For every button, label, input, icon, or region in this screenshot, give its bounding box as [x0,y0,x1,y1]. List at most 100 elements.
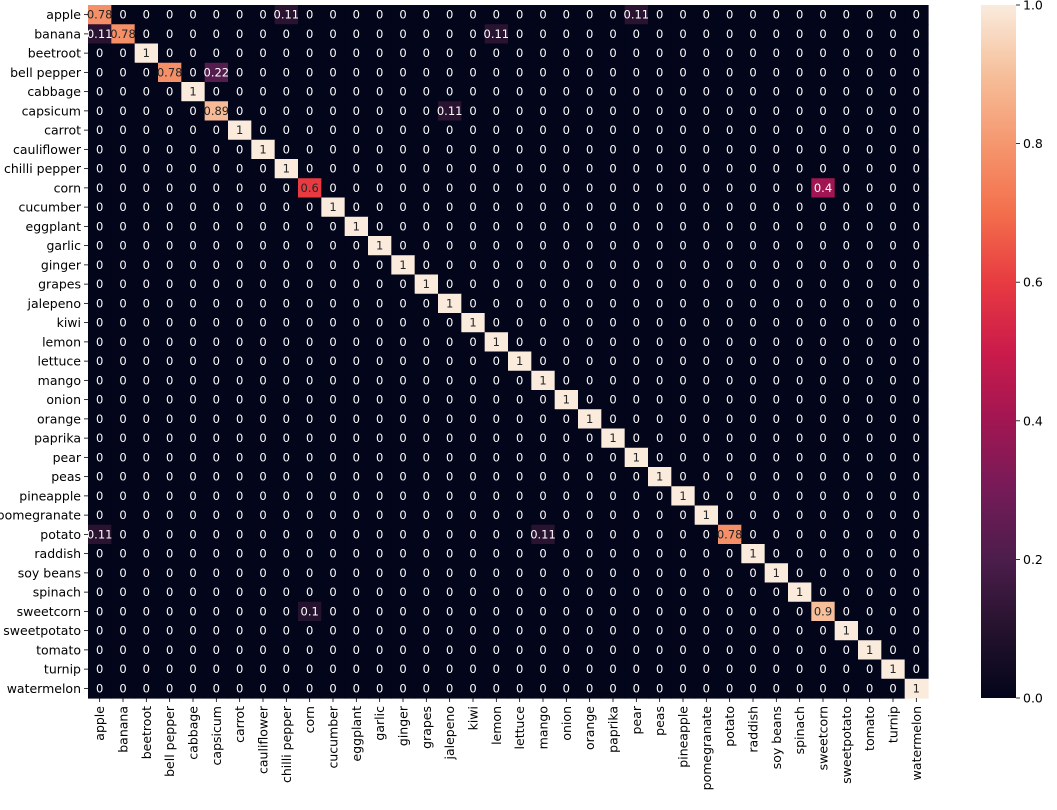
cell-value-label: 0 [399,27,406,41]
cell-value-label: 1 [609,431,616,445]
heatmap-cell [904,409,929,430]
cell-value-label: 0 [726,643,733,657]
cell-value-label: 0 [259,431,266,445]
heatmap-cell [134,216,159,237]
cell-value-label: 0 [609,181,616,195]
cell-value-label: 0 [703,123,710,137]
heatmap-cell [788,120,812,141]
heatmap-cell [391,370,416,391]
cell-value-label: 0 [423,412,430,426]
cell-value-label: 0 [866,200,873,214]
heatmap-cell [158,409,182,430]
heatmap-cell [601,178,626,199]
heatmap-cell [881,582,906,603]
cell-value-label: 0.11 [87,527,113,541]
heatmap-cell [508,390,532,410]
cell-value-label: 0 [283,239,290,253]
cell-value-label: 0 [796,46,803,60]
cell-value-label: 0 [399,219,406,233]
heatmap-cell [204,390,229,410]
cell-value-label: 0 [773,450,780,464]
cell-value-label: 0 [446,8,453,22]
heatmap-cell [671,236,696,256]
cell-value-label: 0 [353,412,360,426]
heatmap-cell [461,370,486,391]
cell-value-label: 0 [773,277,780,291]
cell-value-label: 0 [563,296,570,310]
cell-value-label: 0 [773,162,780,176]
heatmap-cell [111,601,136,622]
heatmap-cell [321,428,346,449]
heatmap-cell [508,313,532,333]
heatmap-cell [274,409,299,430]
cell-value-label: 0 [563,85,570,99]
heatmap-cell [624,524,649,545]
heatmap-cell [158,467,182,487]
cell-value-label: 0 [656,393,663,407]
heatmap-cell [414,313,439,333]
cell-value-label: 0 [609,527,616,541]
heatmap-cell [858,293,882,314]
heatmap-cell [461,563,486,584]
heatmap-cell [648,544,672,564]
x-tick-label: pomegranate [699,706,714,791]
cell-value-label: 0 [213,8,220,22]
heatmap-cell [274,621,299,641]
cell-value-label: 0 [773,296,780,310]
cell-value-label: 0 [773,681,780,695]
cell-value-label: 0 [913,162,920,176]
cell-value-label: 0 [679,662,686,676]
cell-value-label: 0 [399,46,406,60]
heatmap-cell [718,524,742,545]
cell-value-label: 0 [796,258,803,272]
cell-value-label: 0 [423,162,430,176]
cell-value-label: 0 [819,123,826,137]
cell-value-label: 0 [866,27,873,41]
heatmap-cell [344,120,369,141]
cell-value-label: 0 [353,604,360,618]
cell-value-label: 1 [236,123,243,137]
heatmap-cell [251,640,276,661]
heatmap-cell [718,120,742,141]
heatmap-cell [461,216,486,237]
cell-value-label: 0 [656,296,663,310]
cell-value-label: 0 [633,200,640,214]
cell-value-label: 0 [633,335,640,349]
heatmap-cell [671,351,696,372]
cell-value-label: 0 [796,123,803,137]
cell-value-label: 0 [189,277,196,291]
cell-value-label: 0 [329,604,336,618]
heatmap-cell [881,524,906,545]
heatmap-cell [461,467,486,487]
heatmap-cell [694,274,719,295]
cell-value-label: 0 [493,450,500,464]
cell-value-label: 0 [726,412,733,426]
cell-value-label: 0 [749,624,756,638]
cell-value-label: 0 [609,219,616,233]
heatmap-cell [624,601,649,622]
cell-value-label: 0 [166,393,173,407]
cell-value-label: 0 [96,335,103,349]
x-tick-label: pear [629,705,644,734]
heatmap-cell [298,409,322,430]
cell-value-label: 0 [376,200,383,214]
heatmap-cell [648,332,672,353]
cell-value-label: 0 [353,643,360,657]
cell-value-label: 0 [703,239,710,253]
heatmap-cell [414,24,439,45]
heatmap-cell [204,236,229,256]
cell-value-label: 0 [679,431,686,445]
cell-value-label: 0 [889,643,896,657]
heatmap-cell [344,101,369,122]
cell-value-label: 0 [819,393,826,407]
cell-value-label: 0 [306,624,313,638]
heatmap-cell [788,390,812,410]
heatmap-cell [624,582,649,603]
cell-value-label: 0 [749,219,756,233]
cell-value-label: 0 [656,277,663,291]
cell-value-label: 0 [609,393,616,407]
heatmap-cell [554,524,579,545]
cell-value-label: 0 [259,46,266,60]
cell-value-label: 0 [633,527,640,541]
heatmap-cell [368,101,392,122]
